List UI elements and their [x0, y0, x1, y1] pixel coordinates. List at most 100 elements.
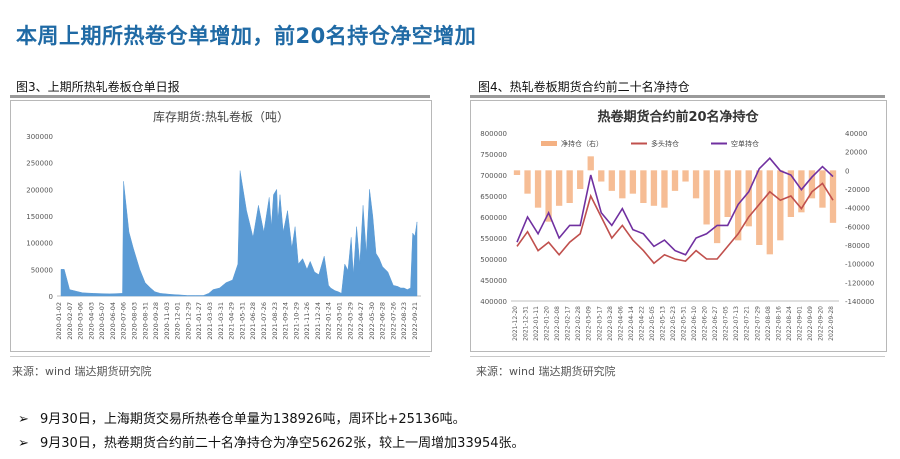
x-tick-label: 2021-09-24: [282, 302, 290, 340]
figure3-bottom-rule: [10, 356, 430, 357]
net-position-bar: [598, 170, 605, 182]
warehouse-receipt-area: [60, 170, 418, 297]
x-tick-label: 2021-10-29: [292, 302, 300, 340]
figure4-bottom-rule: [470, 356, 885, 357]
y-left-tick-label: 750000: [480, 151, 507, 159]
x-tick-label: 2020-01-02: [55, 302, 63, 340]
x-tick-label: 2020-09-28: [152, 302, 160, 340]
y-right-tick-label: -80000: [845, 242, 870, 250]
y-right-tick-label: 20000: [845, 149, 867, 157]
warehouse-receipt-area-chart: 库存期货:热轧卷板（吨） 0 50000 100000 150000 200000 2500…: [26, 109, 421, 340]
y-left-tick-label: 600000: [480, 214, 507, 222]
x-tick-label: 2020-11-03: [163, 302, 171, 340]
y-tick-label: 200000: [26, 186, 53, 194]
y-tick-label: 150000: [26, 213, 53, 221]
x-tick-label: 2021-03-03: [206, 302, 214, 340]
bullet-1-text: 9月30日，上海期货交易所热卷仓单量为138926吨，周环比+25136吨。: [40, 412, 466, 427]
short-position-line: [516, 157, 834, 256]
net-position-combo-chart: 热卷期货合约前20名净持仓400000450000500000550000600…: [480, 109, 874, 341]
x-tick-label: 2020-08-03: [131, 302, 139, 340]
x-tick-label: 2022-03-01: [335, 302, 343, 340]
y-right-tick-label: -100000: [845, 261, 874, 269]
y-right-tick-label: -40000: [845, 205, 870, 213]
x-tick-label: 2022-01-24: [325, 302, 333, 340]
x-tick-label: 2021-12-20: [512, 306, 519, 341]
x-tick-label: 2022-06-27: [712, 306, 719, 341]
y-tick-label: 100000: [26, 240, 53, 248]
net-position-bar: [745, 170, 752, 227]
x-tick-label: 2022-08-16: [775, 306, 782, 341]
x-tick-label: 2022-04-06: [617, 306, 624, 341]
x-tick-label: 2022-02-17: [565, 306, 572, 341]
x-tick-label: 2021-12-24: [314, 302, 322, 340]
legend-label: 空单持仓: [731, 139, 759, 148]
net-position-bar: [703, 170, 710, 225]
net-position-bar: [777, 170, 784, 241]
x-tick-label: 2020-07-06: [120, 302, 128, 340]
figure3-rule: [10, 95, 430, 98]
x-tick-label: 2022-03-28: [607, 306, 614, 341]
net-position-bar: [650, 170, 658, 206]
x-tick-label: 2022-05-23: [670, 306, 677, 341]
net-position-bar: [555, 170, 563, 206]
x-tick-label: 2022-06-20: [702, 306, 709, 341]
x-tick-label: 2022-03-09: [586, 306, 593, 341]
x-tick-label: 2022-06-28: [379, 302, 387, 340]
x-tick-label: 2022-02-28: [575, 306, 582, 341]
x-tick-label: 2022-04-27: [357, 302, 365, 340]
net-position-bar: [671, 170, 679, 191]
bullet-2: ➢ 9月30日，热卷期货合约前二十名净持仓为净空56262张，较上一周增加3395…: [18, 432, 525, 451]
net-position-bar: [692, 170, 700, 199]
x-tick-label: 2022-07-26: [389, 302, 397, 340]
y-right-tick-label: -140000: [845, 298, 874, 306]
x-tick-label: 2021-03-31: [217, 302, 225, 340]
y-right-tick-label: -60000: [845, 223, 870, 231]
net-position-bar: [724, 170, 731, 217]
net-position-bar: [661, 170, 668, 208]
y-left-tick-label: 400000: [480, 298, 507, 306]
net-position-bar: [808, 170, 816, 199]
x-tick-label: 2022-07-13: [733, 306, 740, 341]
x-tick-label: 2021-06-28: [249, 302, 257, 340]
figure4-frame: 热卷期货合约前20名净持仓 400000 450000 500000 550000 600…: [470, 100, 887, 352]
net-position-bar: [829, 170, 837, 223]
x-tick-label: 2020-06-04: [109, 302, 117, 340]
x-tick-label: 2022-08-24: [786, 306, 793, 341]
x-tick-label: 2022-09-20: [817, 306, 824, 341]
y-right-tick-label: -120000: [845, 279, 874, 287]
x-tick-label: 2020-12-29: [184, 302, 192, 340]
y-right-tick-label: -20000: [845, 186, 870, 194]
net-position-bar: [756, 170, 763, 245]
net-position-bar: [640, 170, 647, 203]
legend-swatch-net-position: [541, 141, 557, 146]
x-tick-label: 2022-08-23: [400, 302, 408, 340]
x-tick-label: 2022-08-08: [765, 306, 772, 341]
x-tick-label: 2021-05-31: [238, 302, 246, 340]
y-left-tick-label: 500000: [480, 256, 507, 264]
x-tick-label: 2021-12-31: [523, 306, 530, 341]
figure4-rule: [470, 95, 885, 98]
legend-label: 多头持仓: [651, 139, 679, 148]
legend-label: 净持仓（右）: [561, 139, 603, 148]
y-tick-label: 50000: [31, 266, 53, 274]
y-left-tick-label: 450000: [480, 277, 507, 285]
chart-title: 库存期货:热轧卷板（吨）: [153, 109, 289, 124]
net-position-bar: [819, 170, 826, 208]
x-tick-label: 2020-05-07: [98, 302, 106, 340]
x-tick-label: 2022-06-10: [691, 306, 698, 341]
arrow-bullet-icon: ➢: [18, 436, 29, 451]
net-position-bar: [713, 170, 721, 244]
net-position-bar: [524, 170, 531, 194]
x-tick-label: 2020-04-03: [87, 302, 95, 340]
x-tick-label: 2022-01-20: [544, 306, 551, 341]
x-tick-label: 2022-09-01: [796, 306, 803, 341]
x-tick-label: 2022-09-09: [807, 306, 814, 341]
y-left-tick-label: 650000: [480, 193, 507, 201]
x-tick-label: 2022-05-31: [681, 306, 688, 341]
y-left-tick-label: 700000: [480, 172, 507, 180]
bullet-2-text: 9月30日，热卷期货合约前二十名净持仓为净空56262张，较上一周增加33954…: [40, 436, 525, 451]
bullet-1: ➢ 9月30日，上海期货交易所热卷仓单量为138926吨，周环比+25136吨。: [18, 408, 466, 427]
net-position-bar: [587, 156, 594, 171]
figure4-caption: 图4、热轧卷板期货合约前二十名净持仓: [478, 80, 690, 94]
net-position-bar: [787, 170, 795, 217]
